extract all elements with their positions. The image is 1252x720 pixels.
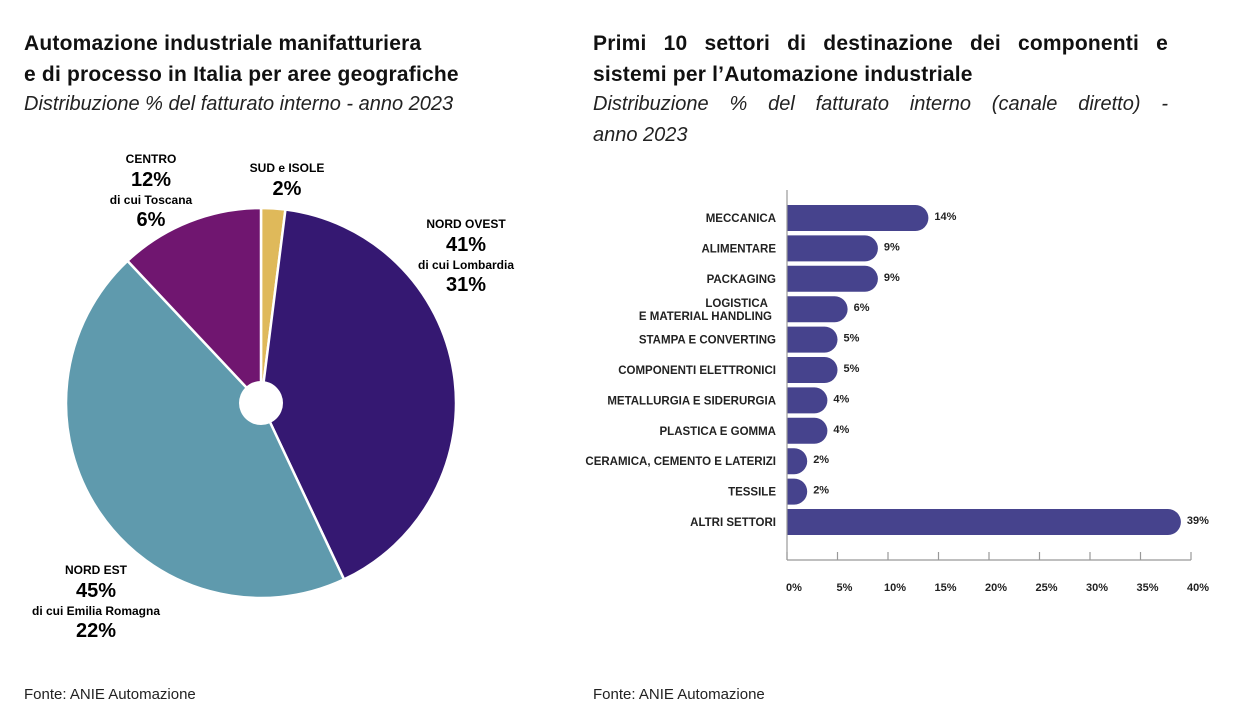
bar-value-label: 2% <box>813 485 829 497</box>
pie-label-sub: di cui Toscana <box>110 193 193 207</box>
bar-value-label: 6% <box>854 302 870 314</box>
pie-label-sub: di cui Lombardia <box>418 258 514 272</box>
bar-title-line1: Primi 10 settori di destinazione dei com… <box>593 32 1168 55</box>
bar-value-label: 4% <box>833 424 849 436</box>
bar <box>787 417 828 444</box>
bar-title: Primi 10 settori di destinazione dei com… <box>593 28 1168 90</box>
pie-title-line2: e di processo in Italia per aree geograf… <box>24 63 459 86</box>
bar-category-label: ALIMENTARE <box>701 243 776 255</box>
bar-subtitle-line1: Distribuzione % del fatturato interno (c… <box>593 93 1168 115</box>
bar-source: Fonte: ANIE Automazione <box>593 686 765 703</box>
x-tick-label: 30% <box>1086 582 1108 594</box>
pie-label-sub-value: 31% <box>446 274 486 296</box>
pie-label-sub-value: 6% <box>137 209 166 231</box>
x-tick-label: 35% <box>1136 582 1158 594</box>
x-tick-label: 10% <box>884 582 906 594</box>
bar-category-label: PACKAGING <box>707 274 776 286</box>
bar-title-line2: sistemi per l’Automazione industriale <box>593 63 973 86</box>
bar-subtitle-line2: anno 2023 <box>593 124 688 146</box>
pie-source: Fonte: ANIE Automazione <box>24 686 196 703</box>
bar-value-label: 9% <box>884 241 900 253</box>
bar-category-label: COMPONENTI ELETTRONICI <box>618 365 776 377</box>
bar-category-label: ALTRI SETTORI <box>690 517 776 529</box>
pie-title: Automazione industriale manifatturiera e… <box>24 28 459 90</box>
pie-label-name: SUD e ISOLE <box>250 161 325 175</box>
bar-value-label: 5% <box>844 363 860 375</box>
bar-category-label: PLASTICA E GOMMA <box>660 426 777 438</box>
pie-label-name: NORD EST <box>65 563 128 577</box>
pie-label-name: NORD OVEST <box>426 217 506 231</box>
bar <box>787 296 848 323</box>
x-tick-label: 5% <box>837 582 853 594</box>
x-tick-label: 40% <box>1187 582 1209 594</box>
bar <box>787 478 808 505</box>
x-tick-label: 0% <box>786 582 802 594</box>
bar-value-label: 9% <box>884 272 900 284</box>
bar-category-label: TESSILE <box>728 487 776 499</box>
x-tick-label: 20% <box>985 582 1007 594</box>
bar <box>787 509 1181 535</box>
bar <box>787 205 929 231</box>
pie-slice-nord-est <box>64 259 346 600</box>
pie-label-value: 12% <box>131 169 171 191</box>
bar <box>787 387 828 414</box>
bar-category-label: MECCANICA <box>706 213 776 225</box>
x-tick-label: 25% <box>1035 582 1057 594</box>
bar <box>787 357 838 383</box>
bar-value-label: 4% <box>833 393 849 405</box>
bar-value-label: 39% <box>1187 515 1209 527</box>
bar-category-label: METALLURGIA E SIDERURGIA <box>607 395 776 407</box>
pie-subtitle: Distribuzione % del fatturato interno - … <box>24 93 454 115</box>
pie-label-value: 2% <box>273 178 302 200</box>
bar-subtitle: Distribuzione % del fatturato interno (c… <box>593 89 1168 151</box>
bar-value-label: 5% <box>844 333 860 345</box>
pie-center-hole <box>239 381 283 425</box>
pie-label-value: 45% <box>76 580 116 602</box>
bar-value-label: 2% <box>813 454 829 466</box>
x-tick-label: 15% <box>934 582 956 594</box>
bar <box>787 448 808 475</box>
pie-title-line1: Automazione industriale manifatturiera <box>24 32 422 55</box>
bar <box>787 265 878 292</box>
pie-label-value: 41% <box>446 234 486 256</box>
pie-slice-centro <box>125 206 263 407</box>
bar <box>787 235 878 262</box>
pie-label-name: CENTRO <box>126 152 177 166</box>
bar-category-label: LOGISTICA E MATERIAL HANDLING <box>639 298 772 323</box>
bar <box>787 326 838 353</box>
bar-category-label: CERAMICA, CEMENTO E LATERIZI <box>585 456 776 468</box>
pie-label-sub-value: 22% <box>76 620 116 642</box>
pie-label-sub: di cui Emilia Romagna <box>32 604 160 618</box>
bar-value-label: 14% <box>934 211 956 223</box>
pie-slice-nord-ovest <box>259 208 458 582</box>
bar-category-label: STAMPA E CONVERTING <box>639 335 776 347</box>
